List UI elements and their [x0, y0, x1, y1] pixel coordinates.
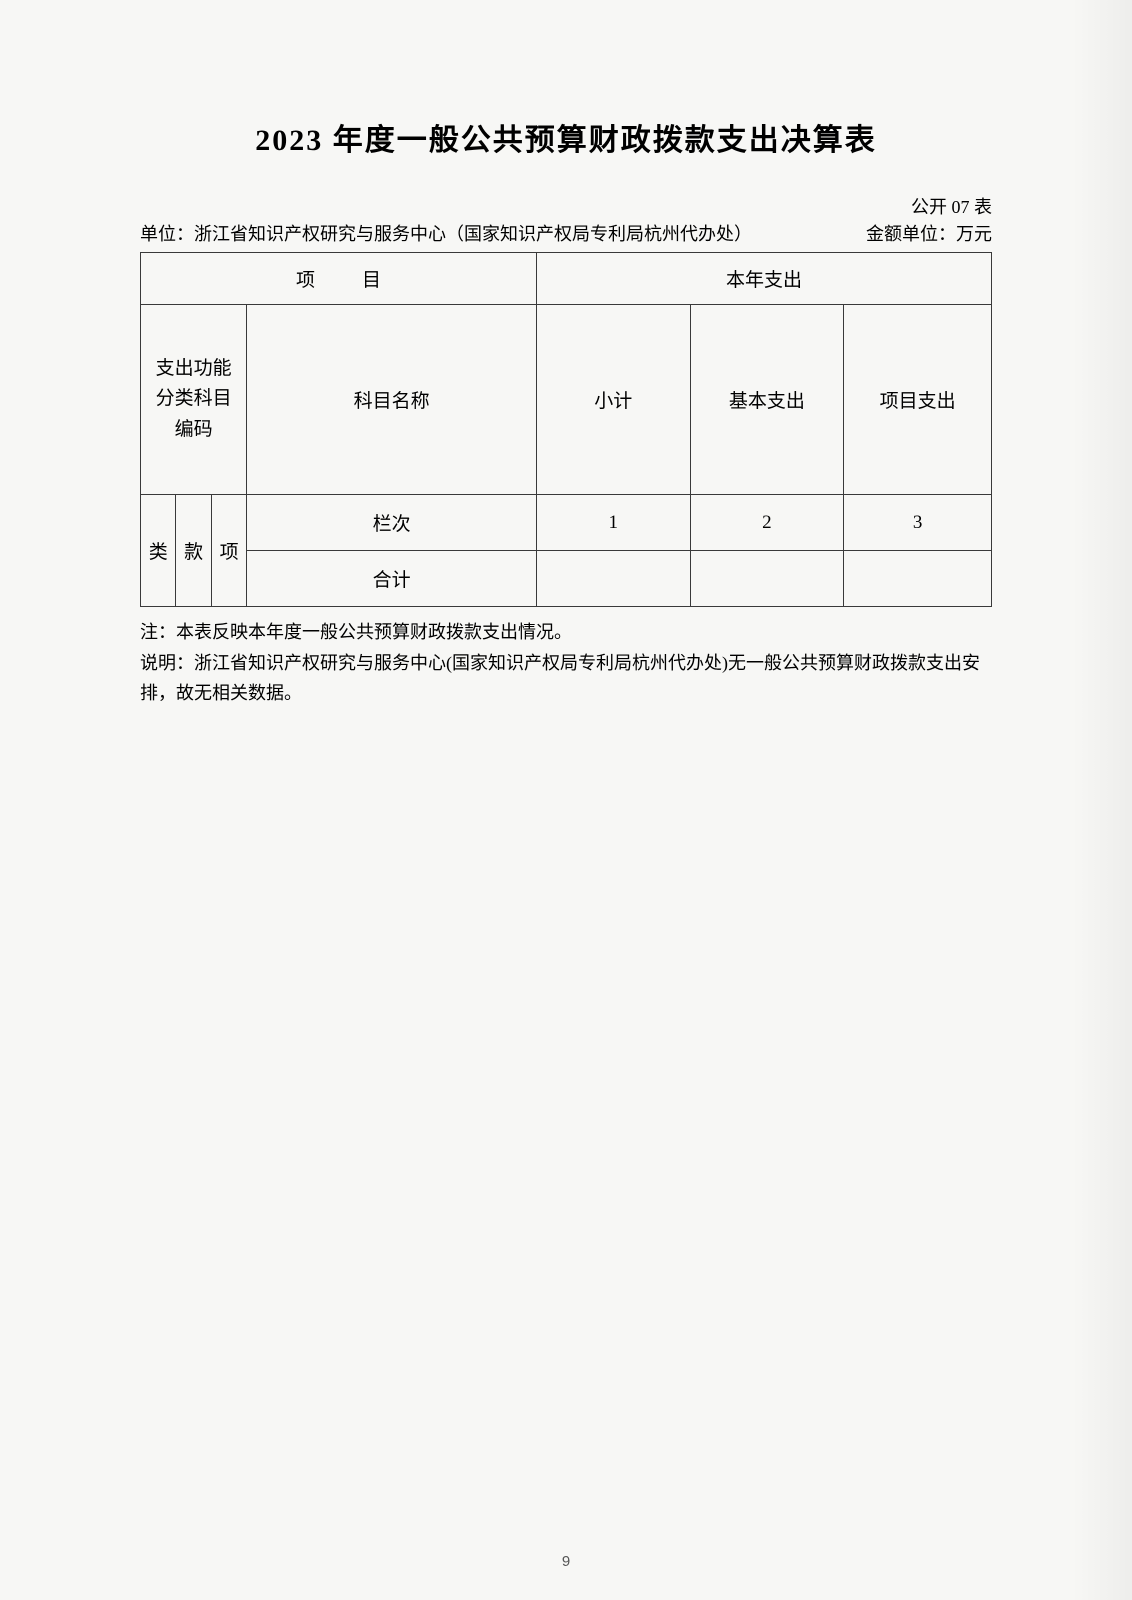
header-right-block: 公开 07 表 金额单位：万元: [866, 194, 992, 248]
lanci-cell: 栏次: [247, 495, 537, 551]
code-header: 支出功能 分类科目 编码: [141, 305, 247, 495]
heji-value-cell: [536, 551, 690, 607]
kuan-header: 款: [176, 495, 211, 607]
amount-unit: 金额单位：万元: [866, 221, 992, 248]
subtotal-header: 小计: [536, 305, 690, 495]
page-number: 9: [0, 1553, 1132, 1570]
table-code: 公开 07 表: [866, 194, 992, 221]
subject-name-header: 科目名称: [247, 305, 537, 495]
document-page: 2023 年度一般公共预算财政拨款支出决算表 单位：浙江省知识产权研究与服务中心…: [0, 0, 1132, 1600]
project-expense-header: 项目支出: [844, 305, 992, 495]
header-meta-row: 单位：浙江省知识产权研究与服务中心（国家知识产权局专利局杭州代办处） 公开 07…: [140, 194, 992, 248]
unit-label: 单位：: [140, 224, 194, 244]
notes-block: 注：本表反映本年度一般公共预算财政拨款支出情况。 说明：浙江省知识产权研究与服务…: [140, 617, 992, 709]
table-row: 项 目 本年支出: [141, 253, 992, 305]
this-year-header: 本年支出: [536, 253, 991, 305]
lei-header: 类: [141, 495, 176, 607]
unit-info: 单位：浙江省知识产权研究与服务中心（国家知识产权局专利局杭州代办处）: [140, 220, 752, 248]
heji-value-cell: [844, 551, 992, 607]
table-row: 支出功能 分类科目 编码 科目名称 小计 基本支出 项目支出: [141, 305, 992, 495]
code-header-line: 分类科目: [141, 384, 246, 414]
code-header-line: 编码: [141, 415, 246, 445]
heji-cell: 合计: [247, 551, 537, 607]
xiang-header: 项: [211, 495, 246, 607]
basic-expense-header: 基本支出: [690, 305, 844, 495]
note-line: 说明：浙江省知识产权研究与服务中心(国家知识产权局专利局杭州代办处)无一般公共预…: [140, 648, 992, 709]
page-shadow: [1072, 0, 1132, 1600]
unit-name: 浙江省知识产权研究与服务中心（国家知识产权局专利局杭州代办处）: [194, 224, 752, 244]
budget-table: 项 目 本年支出 支出功能 分类科目 编码 科目名称 小计 基本支出 项目支出 …: [140, 252, 992, 607]
col-num-cell: 1: [536, 495, 690, 551]
table-row: 类 款 项 栏次 1 2 3: [141, 495, 992, 551]
table-row: 合计: [141, 551, 992, 607]
code-header-line: 支出功能: [141, 354, 246, 384]
project-header: 项 目: [141, 253, 537, 305]
col-num-cell: 2: [690, 495, 844, 551]
page-title: 2023 年度一般公共预算财政拨款支出决算表: [140, 115, 992, 159]
heji-value-cell: [690, 551, 844, 607]
note-line: 注：本表反映本年度一般公共预算财政拨款支出情况。: [140, 617, 992, 648]
col-num-cell: 3: [844, 495, 992, 551]
